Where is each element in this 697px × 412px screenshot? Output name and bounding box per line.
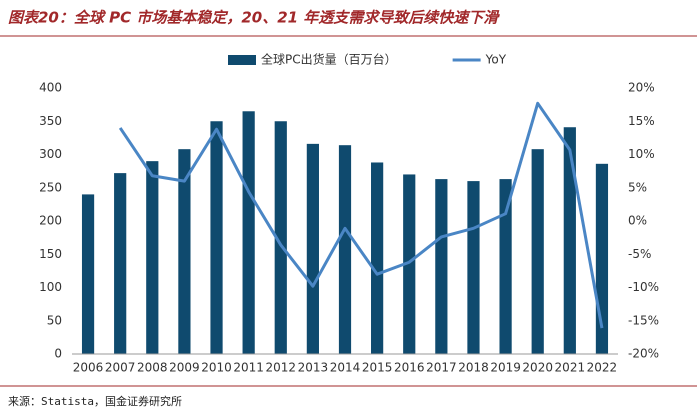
bar xyxy=(146,161,159,354)
y2-tick-label: 0% xyxy=(628,214,647,228)
bar xyxy=(242,111,255,355)
y-tick-label: 400 xyxy=(39,81,62,95)
bar xyxy=(210,121,223,354)
y-tick-label: 0 xyxy=(54,347,62,361)
y2-tick-label: 5% xyxy=(628,180,647,194)
y2-tick-label: 15% xyxy=(628,114,655,128)
y-tick-label: 100 xyxy=(39,280,62,294)
legend-label: YoY xyxy=(485,53,507,67)
x-tick-label: 2020 xyxy=(522,361,553,375)
bar xyxy=(81,194,95,354)
y2-tick-label: 20% xyxy=(628,81,655,95)
bar xyxy=(371,162,384,354)
y2-tick-label: -15% xyxy=(628,313,659,327)
bar xyxy=(435,179,448,354)
y2-tick-label: -10% xyxy=(628,280,659,294)
chart-title: 图表20：全球 PC 市场基本稳定，20、21 年透支需求导致后续快速下滑 xyxy=(8,9,500,27)
y-tick-label: 150 xyxy=(39,247,62,261)
y2-tick-label: 10% xyxy=(628,147,655,161)
x-tick-label: 2013 xyxy=(298,361,329,375)
legend-label: 全球PC出货量（百万台） xyxy=(261,52,397,67)
y-tick-label: 250 xyxy=(39,180,62,194)
y2-tick-label: -20% xyxy=(628,347,659,361)
bar xyxy=(178,149,191,354)
bar xyxy=(274,121,287,354)
x-tick-label: 2017 xyxy=(426,361,457,375)
legend-swatch xyxy=(228,55,256,65)
x-tick-label: 2021 xyxy=(555,361,586,375)
bar xyxy=(563,127,576,354)
line xyxy=(118,101,604,329)
y-tick-label: 200 xyxy=(39,214,62,228)
x-tick-label: 2006 xyxy=(73,361,104,375)
bar xyxy=(403,174,416,354)
x-tick-label: 2018 xyxy=(458,361,489,375)
bar xyxy=(114,173,127,354)
x-tick-label: 2022 xyxy=(587,361,618,375)
x-tick-label: 2019 xyxy=(490,361,521,375)
x-tick-label: 2015 xyxy=(362,361,393,375)
y-tick-label: 350 xyxy=(39,114,62,128)
x-tick-label: 2014 xyxy=(330,361,361,375)
x-tick-label: 2008 xyxy=(137,361,168,375)
bar xyxy=(499,179,512,354)
x-tick-label: 2016 xyxy=(394,361,425,375)
bar xyxy=(467,181,480,354)
x-tick-label: 2011 xyxy=(233,361,264,375)
source: 来源：Statista，国金证券研究所 xyxy=(8,394,182,408)
y-tick-label: 300 xyxy=(39,147,62,161)
bar xyxy=(531,149,544,354)
bar xyxy=(306,143,319,354)
y2-tick-label: -5% xyxy=(628,247,651,261)
x-tick-label: 2007 xyxy=(105,361,136,375)
y-tick-label: 50 xyxy=(47,313,62,327)
bar xyxy=(338,145,352,354)
x-tick-label: 2010 xyxy=(201,361,232,375)
x-tick-label: 2012 xyxy=(265,361,296,375)
x-tick-label: 2009 xyxy=(169,361,200,375)
